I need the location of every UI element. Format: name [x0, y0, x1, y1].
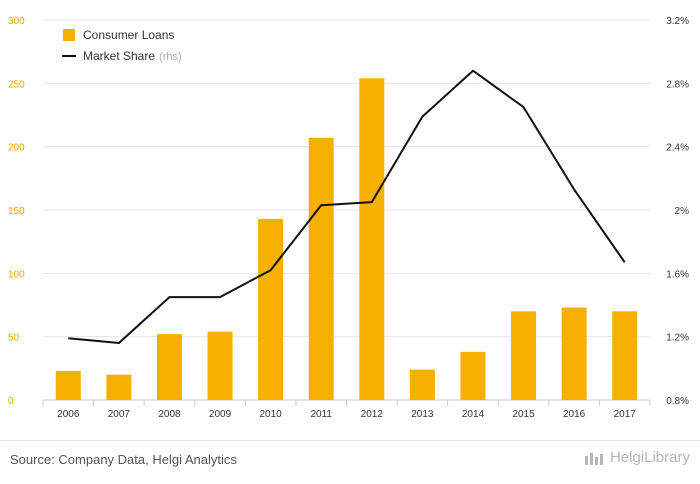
bar-consumer-loans [612, 311, 638, 400]
left-axis-tick-label: 200 [8, 143, 25, 154]
bar-consumer-loans [308, 137, 334, 401]
bar-consumer-loans [359, 78, 385, 401]
x-axis-tick-label: 2006 [57, 409, 80, 420]
legend-swatch-consumer-loans [63, 29, 75, 41]
bar-consumer-loans [561, 307, 587, 400]
x-axis-tick-label: 2017 [614, 409, 637, 420]
right-axis-tick-label: 3.2% [666, 16, 689, 27]
left-axis-tick-label: 0 [8, 396, 14, 407]
legend-label-market-share: Market Share (rhs) [83, 49, 182, 63]
x-axis-tick-label: 2011 [310, 409, 332, 420]
right-axis-tick-label: 1.2% [666, 333, 689, 344]
x-axis-tick-label: 2012 [361, 409, 384, 420]
bar-consumer-loans [258, 218, 284, 400]
brand-name: HelgiLibrary [609, 449, 690, 466]
x-axis-tick-label: 2013 [411, 409, 434, 420]
x-axis-tick-label: 2008 [158, 409, 181, 420]
chart: 0 50 100 150 200 250 300 0.8% 1.2% 1.6% 2% 2.4% 2.8%… [8, 16, 690, 420]
x-axis-tick-label: 2014 [462, 409, 485, 420]
bar-consumer-loans [55, 370, 81, 400]
left-axis-tick-label: 150 [8, 206, 25, 217]
x-axis-tick-label: 2007 [108, 409, 131, 420]
right-axis-tick-label: 2.4% [666, 143, 689, 154]
library-logo-icon [584, 453, 603, 466]
bar-consumer-loans [511, 311, 537, 400]
x-axis-tick-label: 2009 [209, 409, 232, 420]
legend-label-market-share-text: Market Share [83, 49, 155, 63]
bar-consumer-loans [460, 351, 486, 400]
x-axis-tick-label: 2016 [563, 409, 586, 420]
right-axis-tick-label: 1.6% [666, 269, 689, 280]
left-axis-tick-label: 50 [8, 333, 20, 344]
left-axis-tick-label: 300 [8, 16, 25, 27]
x-axis-tick-label: 2015 [512, 409, 535, 420]
brand-link[interactable]: HelgiLibrary [584, 449, 690, 466]
footer: Source: Company Data, Helgi Analytics He… [0, 440, 700, 484]
right-axis-tick-label: 2% [675, 206, 690, 217]
left-axis-tick-label: 100 [8, 269, 25, 280]
x-axis-tick-label: 2010 [260, 409, 283, 420]
bar-consumer-loans [156, 334, 182, 400]
bar-consumer-loans [106, 374, 132, 400]
legend-label-market-share-suffix: (rhs) [159, 51, 182, 63]
bar-consumer-loans [409, 369, 435, 400]
line-market-share [68, 69, 626, 344]
bar-consumer-loans [207, 331, 233, 400]
source-note: Source: Company Data, Helgi Analytics [10, 452, 237, 467]
left-axis-tick-label: 250 [8, 79, 25, 90]
legend-label-consumer-loans: Consumer Loans [83, 28, 174, 42]
right-axis-tick-label: 2.8% [666, 79, 689, 90]
right-axis-tick-label: 0.8% [666, 396, 689, 407]
